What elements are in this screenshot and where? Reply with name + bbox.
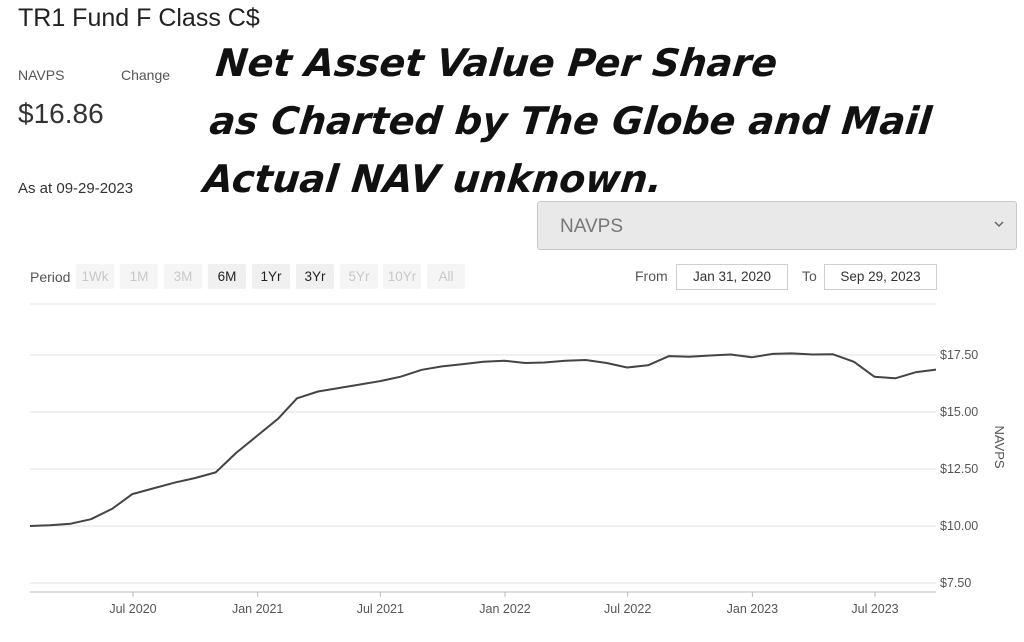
as-at-date: As at 09-29-2023 [18,180,134,197]
y-tick-label: $12.50 [940,462,978,476]
period-button-5yr[interactable]: 5Yr [340,264,378,289]
x-tick-label: Jul 2022 [604,602,651,616]
x-tick-label: Jan 2021 [232,602,283,616]
navps-label: NAVPS [18,67,65,83]
annotation-line-2: as Charted by The Globe and Mail [207,99,934,143]
period-button-all[interactable]: All [427,264,465,289]
navps-line-chart: $7.50 $10.00 $12.50 $15.00 $17.50 Jul 2020 Jan… [29,303,1007,616]
period-button-1yr[interactable]: 1Yr [252,264,290,289]
period-button-1m[interactable]: 1M [120,264,158,289]
chevron-down-icon [994,221,1004,228]
x-tick-label: Jan 2023 [727,602,778,616]
period-button-1wk[interactable]: 1Wk [76,264,114,289]
to-date-input[interactable]: Sep 29, 2023 [824,264,937,290]
from-date-input[interactable]: Jan 31, 2020 [676,264,788,290]
y-tick-label: $7.50 [940,576,971,590]
navps-value: $16.86 [18,98,104,129]
x-tick-label: Jul 2020 [109,602,156,616]
navps-series-line [29,352,937,527]
period-button-3m[interactable]: 3M [164,264,202,289]
handwritten-annotation: Net Asset Value Per Share as Charted by … [201,34,941,208]
period-label: Period [30,269,71,285]
y-tick-label: $10.00 [940,519,978,533]
x-tick-label: Jan 2022 [479,602,530,616]
change-label: Change [121,67,171,83]
y-tick-label: $17.50 [940,348,978,362]
to-label: To [802,268,817,284]
metric-select-value: NAVPS [560,216,624,237]
page-title: TR1 Fund F Class C$ [18,4,260,32]
period-button-6m[interactable]: 6M [208,264,246,289]
from-label: From [635,268,668,284]
x-tick-label: Jul 2021 [357,602,404,616]
x-tick-label: Jul 2023 [851,602,898,616]
y-tick-label: $15.00 [940,405,978,419]
period-button-10yr[interactable]: 10Yr [383,264,421,289]
annotation-line-1: Net Asset Value Per Share [213,41,780,85]
period-button-3yr[interactable]: 3Yr [296,264,334,289]
y-axis-title: NAVPS [992,425,1007,468]
annotation-line-3: Actual NAV unknown. [201,157,665,201]
metric-select[interactable]: NAVPS [537,201,1017,250]
